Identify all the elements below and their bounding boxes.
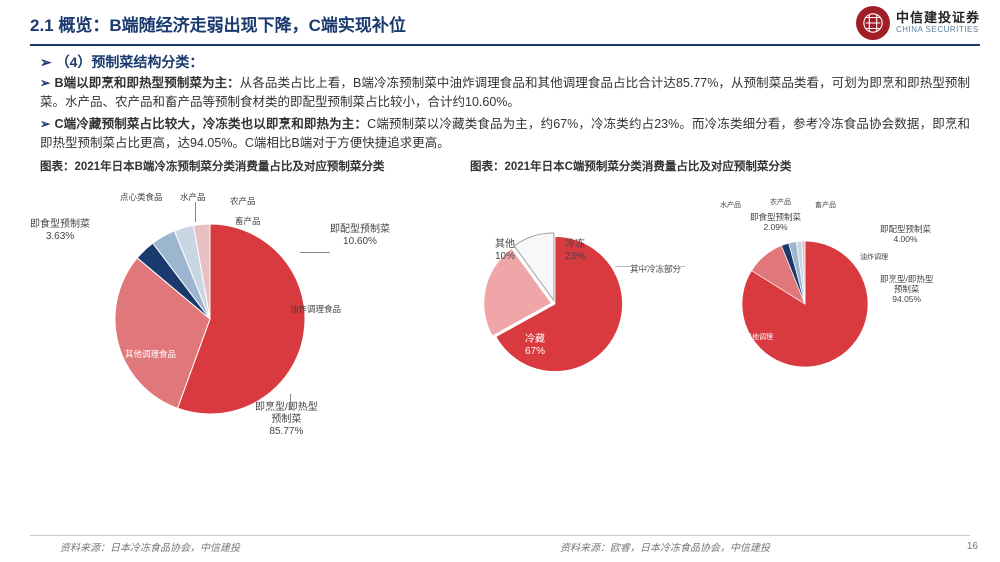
p3-ready-mix: 即配型预制菜4.00% — [880, 224, 931, 244]
footer-rule — [30, 535, 970, 536]
lbl-agri: 农产品 — [230, 196, 256, 206]
source-left: 资料来源：日本冷冻食品协会，中信建投 — [0, 539, 500, 554]
source-right: 资料来源：欧睿，日本冷冻食品协会，中信建投 — [500, 539, 1000, 554]
pie-chart-b: 即食型预制菜3.63% 点心类食品 水产品 农产品 畜产品 即配型预制菜10.6… — [40, 174, 470, 454]
p3-ready-eat: 即食型预制菜2.09% — [750, 212, 801, 232]
charts-area: 即食型预制菜3.63% 点心类食品 水产品 农产品 畜产品 即配型预制菜10.6… — [40, 174, 970, 454]
lbl-cold: 冷藏67% — [525, 334, 545, 358]
section-title: 2.1 概览：B端随经济走弱出现下降，C端实现补位 — [30, 11, 856, 36]
p3-meat: 畜产品 — [815, 202, 836, 210]
lbl-ready-mix: 即配型预制菜10.60% — [330, 224, 390, 248]
lbl-ready-eat: 即食型预制菜3.63% — [30, 219, 90, 243]
lbl-fried: 油炸调理食品 — [290, 304, 341, 314]
brand-logo: 中信建投证券 CHINA SECURITIES — [856, 6, 980, 40]
p3-agri: 农产品 — [770, 199, 791, 207]
subheading: ➢ （4）预制菜结构分类： — [40, 52, 970, 72]
pie-chart-c: 冷藏67% 冷冻23% 其他10% 其中冷冻部分 即食型预制菜2.09% 即配型… — [470, 174, 970, 454]
p3-aqua: 水产品 — [720, 202, 741, 210]
lbl-aqua: 水产品 — [180, 192, 206, 202]
logo-icon — [856, 6, 890, 40]
logo-text-en: CHINA SECURITIES — [896, 26, 980, 35]
lbl-meat: 畜产品 — [235, 216, 261, 226]
lbl-other: 其他10% — [495, 239, 515, 263]
lbl-other-food: 其他调理食品 — [125, 349, 176, 359]
p3-ready-cook: 即烹型/即热型预制菜94.05% — [880, 274, 933, 305]
sources: 资料来源：日本冷冻食品协会，中信建投 资料来源：欧睿，日本冷冻食品协会，中信建投 — [0, 539, 1000, 554]
lbl-frozen: 冷冻23% — [565, 239, 585, 263]
bullet-1: ➢B端以即烹和即热型预制菜为主：从各品类占比上看，B端冷冻预制菜中油炸调理食品和… — [40, 74, 970, 113]
p3-inner: 其他调理 — [745, 334, 773, 342]
chart-title-right: 图表：2021年日本C端预制菜分类消费量占比及对应预制菜分类 — [470, 158, 970, 174]
bullet-2: ➢C端冷藏预制菜占比较大，冷冻类也以即烹和即热为主：C端预制菜以冷藏类食品为主，… — [40, 115, 970, 154]
lbl-dessert: 点心类食品 — [120, 192, 163, 202]
logo-text-cn: 中信建投证券 — [896, 11, 980, 25]
lbl-ready-cook: 即烹型/即热型预制菜85.77% — [255, 402, 318, 438]
chart-title-left: 图表：2021年日本B端冷冻预制菜分类消费量占比及对应预制菜分类 — [40, 158, 470, 174]
header-rule — [30, 44, 980, 46]
p3-fried: 油炸调理 — [860, 254, 888, 262]
page-number: 16 — [967, 541, 978, 552]
